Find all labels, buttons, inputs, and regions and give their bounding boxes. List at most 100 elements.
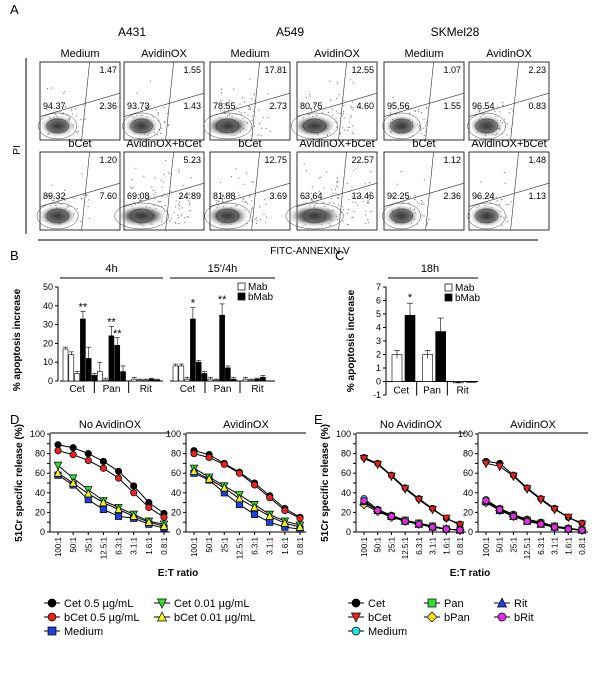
flow-event-dot [249, 108, 252, 111]
flow-event-dot [223, 103, 225, 105]
data-point [387, 472, 396, 482]
flow-event-dot [478, 205, 480, 207]
data-point [53, 461, 63, 471]
flow-event-dot [161, 195, 163, 198]
flow-event-dot [503, 217, 505, 219]
flow-event-dot [138, 198, 140, 200]
flow-event-dot [247, 105, 249, 107]
bar [68, 354, 75, 382]
y-tick-label: 0 [40, 527, 45, 537]
flow-event-dot [241, 96, 244, 99]
flow-event-dot [425, 130, 427, 132]
data-point [99, 457, 107, 465]
flow-event-dot [426, 222, 428, 224]
flow-event-dot [265, 127, 267, 129]
flow-event-dot [190, 177, 192, 179]
flow-event-dot [502, 101, 504, 104]
x-tick-label: 100:1 [360, 536, 369, 557]
bar [154, 379, 161, 382]
flow-gate-vertical [251, 151, 260, 231]
flow-event-dot [152, 193, 155, 195]
flow-event-dot [132, 187, 134, 189]
data-point [144, 517, 154, 526]
flow-event-dot [250, 200, 253, 202]
flow-event-dot [260, 127, 263, 129]
category-label: Pan [423, 386, 441, 397]
flow-event-dot [249, 107, 251, 109]
y-tick-label: 100 [30, 429, 45, 439]
flow-quadrant-ll: 93.73 [127, 101, 150, 111]
flow-event-dot [340, 211, 342, 213]
flow-event-dot [253, 125, 256, 128]
flow-event-dot [316, 105, 318, 107]
flow-event-dot [75, 131, 77, 133]
series-line [57, 465, 165, 525]
flow-event-dot [505, 203, 507, 205]
flow-event-dot [217, 204, 219, 206]
flow-event-dot [137, 194, 139, 196]
flow-event-dot [304, 197, 306, 199]
flow-plot-title: AvidinOX+bCet [126, 138, 201, 150]
data-point [351, 626, 361, 636]
flow-event-dot [220, 110, 222, 112]
bar [178, 365, 185, 382]
flow-plot: bCet 1.12 92.25 2.36 [382, 138, 465, 231]
flow-event-dot [256, 217, 258, 219]
data-point [360, 497, 368, 505]
flow-event-dot [228, 104, 230, 106]
flow-event-dot [135, 167, 137, 169]
flow-event-dot [364, 188, 366, 190]
flow-event-dot [246, 172, 248, 174]
flow-event-dot [425, 224, 427, 226]
data-point [495, 462, 504, 472]
flow-event-dot [162, 193, 165, 195]
flow-gate-horizontal [39, 92, 121, 117]
flow-event-dot [254, 218, 256, 220]
flow-event-dot [347, 126, 349, 129]
y-tick-label: 3 [376, 336, 381, 346]
bar [137, 379, 143, 382]
flow-event-dot [337, 197, 339, 199]
flow-event-dot [230, 194, 232, 196]
data-point [295, 522, 305, 531]
legend-swatch [444, 293, 453, 302]
flow-quadrant-ll: 94.37 [43, 101, 66, 111]
flow-event-dot [492, 194, 494, 196]
x-tick-label: 100:1 [54, 536, 63, 557]
y-tick-label: 60 [341, 468, 351, 478]
data-point [114, 504, 123, 514]
legend-label: Mab [455, 283, 475, 294]
data-point [481, 459, 491, 469]
flow-event-dot [477, 107, 479, 109]
flow-event-dot [189, 203, 191, 205]
data-point [235, 469, 243, 477]
flow-event-dot [85, 194, 87, 196]
flow-event-dot [363, 186, 365, 188]
flow-event-dot [365, 210, 367, 212]
flow-event-dot [257, 134, 259, 136]
flow-event-dot [52, 199, 54, 202]
data-point [387, 512, 395, 520]
flow-event-dot [351, 186, 353, 188]
flow-event-dot [342, 208, 344, 210]
bar [80, 318, 86, 382]
flow-event-dot [357, 196, 359, 198]
flow-event-dot [506, 122, 508, 125]
flow-event-dot [426, 107, 428, 109]
bar [201, 373, 208, 382]
flow-event-dot [507, 203, 509, 206]
flow-event-dot [149, 80, 151, 82]
flow-event-dot [229, 106, 231, 108]
flow-event-dot [495, 196, 497, 198]
flow-event-dot [131, 115, 133, 117]
category-label: Cet [69, 384, 85, 395]
legend-label: Cet 0.01 µg/mL [174, 598, 249, 610]
flow-event-dot [351, 131, 353, 133]
flow-plot-title: Medium [230, 48, 269, 60]
flow-event-dot [147, 197, 149, 199]
flow-event-dot [237, 191, 239, 193]
y-tick-label: 0 [48, 376, 53, 386]
flow-event-dot [310, 108, 312, 110]
